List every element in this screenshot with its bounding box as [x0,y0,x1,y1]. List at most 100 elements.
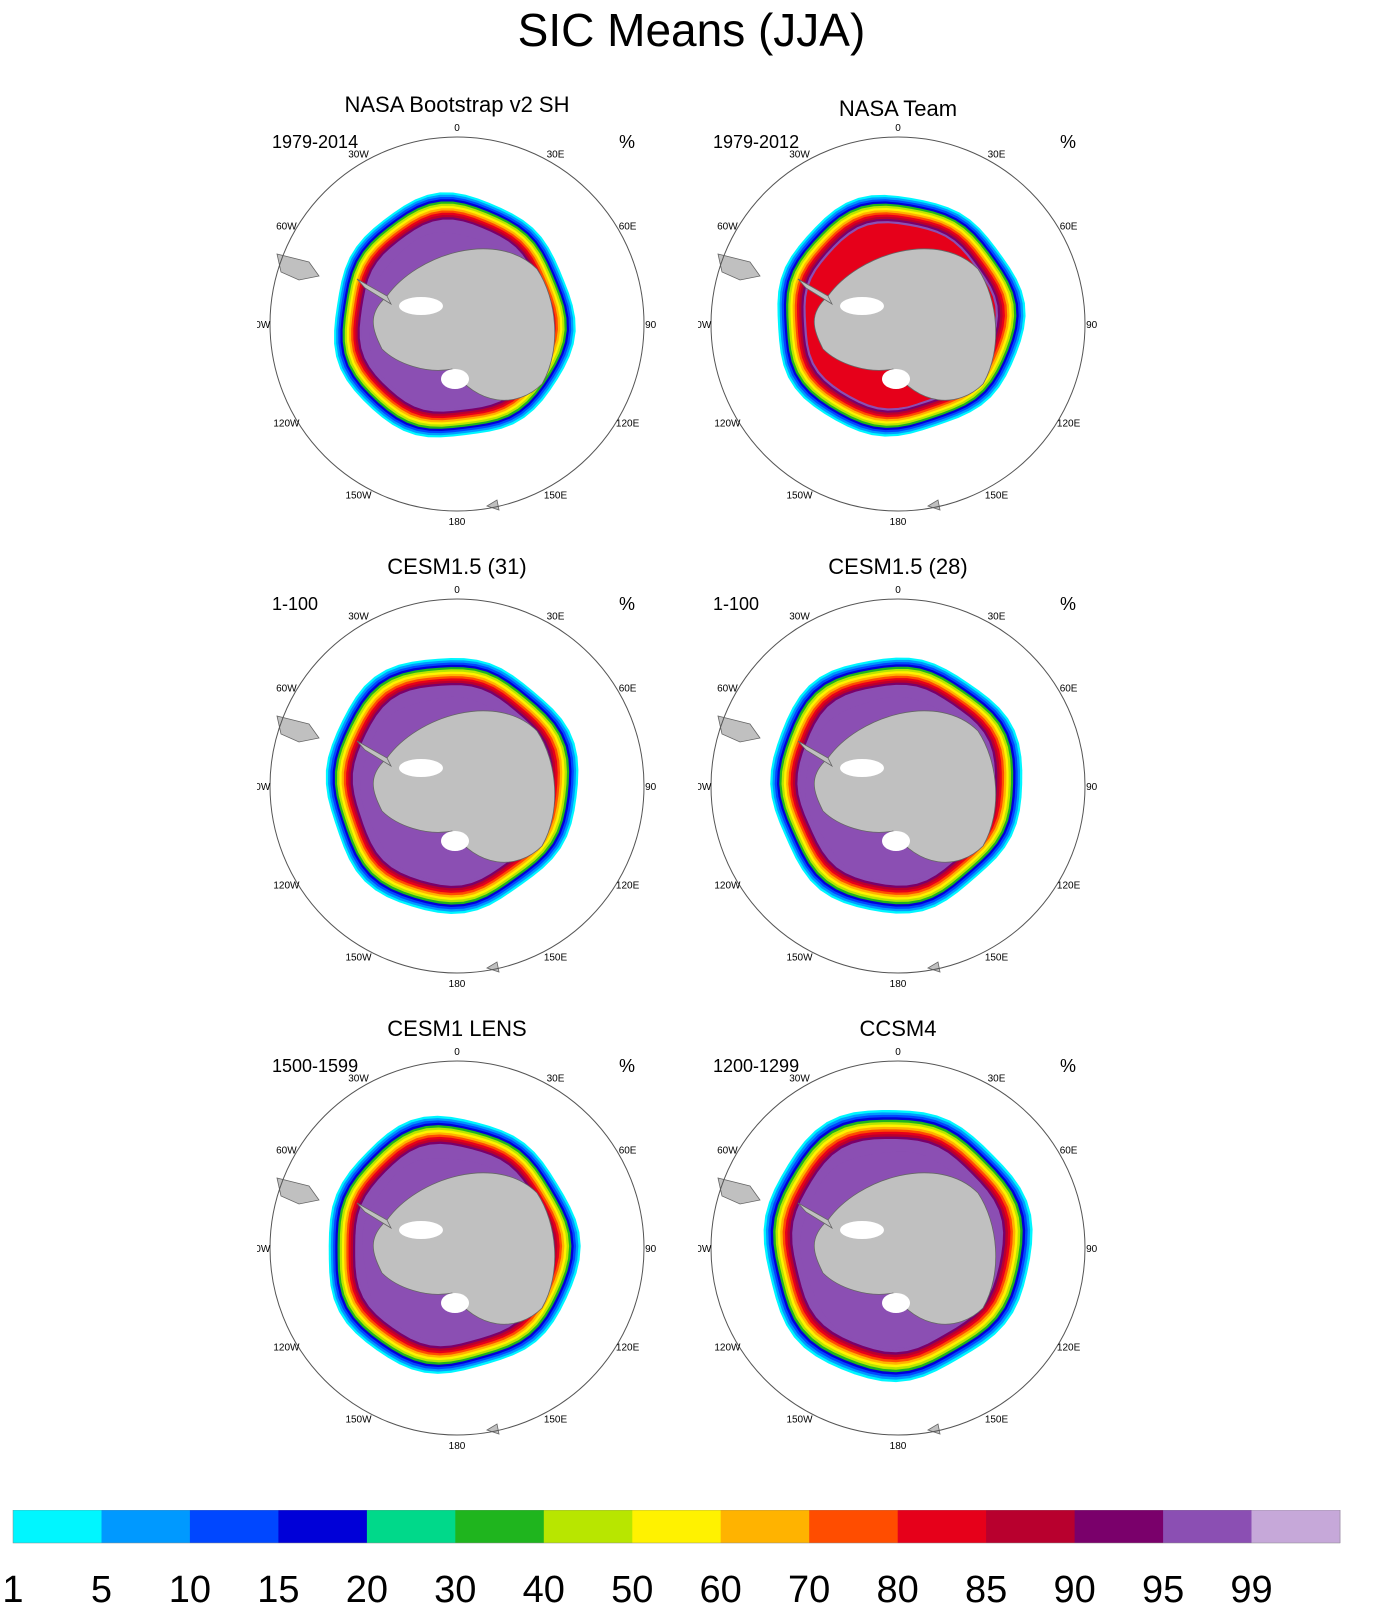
longitude-label: 90E [1086,782,1098,793]
map-boundary [269,598,645,974]
longitude-label: 120W [714,419,741,430]
colorbar-tick-label: 5 [91,1569,112,1609]
longitude-label: 90E [1086,320,1098,331]
longitude-label: 60W [717,1146,738,1157]
longitude-label: 150W [786,1415,813,1426]
map-boundary [710,136,1086,512]
colorbar-tick-label: 10 [169,1569,211,1609]
period-label: 1200-1299 [713,1056,800,1076]
longitude-label: 60W [276,222,297,233]
longitude-label: 150E [985,1415,1009,1426]
longitude-label: 120E [1057,419,1081,430]
polar-map: 0 30E 60E 90E 120E 150E 180 150W 120W 90W 60W 30W [257,1047,657,1452]
unit-label: % [619,1056,636,1076]
period-label: 1500-1599 [272,1056,359,1076]
longitude-label: 120W [273,1343,300,1354]
longitude-label: 180 [890,1441,907,1452]
colorbar-segment [986,1510,1076,1543]
longitude-label: 30W [789,611,810,622]
longitude-label: 180 [449,979,466,990]
longitude-label: 90E [645,782,657,793]
longitude-label: 0 [895,585,901,596]
antarctic-peninsula [356,740,392,768]
panel-title: CESM1 LENS [387,1016,527,1041]
longitude-label: 150E [985,491,1009,502]
colorbar-tick-label: 15 [257,1569,299,1609]
longitude-label: 150W [786,953,813,964]
longitude-label: 60W [717,684,738,695]
longitude-label: 60E [619,222,637,233]
colorbar-segment [366,1510,456,1543]
longitude-label: 30W [789,149,810,160]
longitude-label: 150W [786,491,813,502]
longitude-label: 90W [257,782,271,793]
colorbar-tick-label: 70 [788,1569,830,1609]
longitude-label: 0 [895,123,901,134]
longitude-label: 60E [1060,684,1078,695]
antarctic-peninsula [797,278,833,306]
colorbar: 1 5 10 15 20 30 40 50 60 70 80 85 90 95 99 [2,1510,1341,1609]
polar-map: 0 30E 60E 90E 120E 150E 180 150W 120W 90W 60W 30W [698,585,1098,990]
colorbar-tick-label: 60 [700,1569,742,1609]
antarctic-peninsula [356,278,392,306]
map-boundary [710,1060,1086,1436]
weddell-ice-shelf [399,297,443,315]
longitude-label: 90W [698,1244,712,1255]
ross-ice-shelf [882,831,910,851]
colorbar-frame [12,1510,1341,1544]
panel-title: NASA Team [838,96,958,121]
ross-ice-shelf [441,369,469,389]
polar-map: 0 30E 60E 90E 120E 150E 180 150W 120W 90W 60W 30W [257,585,657,990]
longitude-label: 90E [645,1244,657,1255]
antarctic-peninsula [797,1202,833,1230]
polar-map: 0 30E 60E 90E 120E 150E 180 150W 120W 90W 60W 30W [698,123,1098,528]
longitude-label: 90W [257,320,271,331]
polar-map: 0 30E 60E 90E 120E 150E 180 150W 120W 90W 60W 30W [257,123,657,528]
colorbar-segment [101,1510,191,1543]
longitude-label: 0 [895,1047,901,1058]
longitude-label: 120E [616,881,640,892]
south-america-landmass [276,1177,320,1205]
longitude-label: 60E [1060,222,1078,233]
longitude-label: 60E [1060,1146,1078,1157]
polar-map: 0 30E 60E 90E 120E 150E 180 150W 120W 90W 60W 30W [698,1047,1098,1452]
colorbar-tick-label: 99 [1230,1569,1272,1609]
longitude-label: 30W [348,611,369,622]
longitude-label: 60E [619,1146,637,1157]
colorbar-segment [278,1510,368,1543]
longitude-label: 120W [714,1343,741,1354]
longitude-label: 150W [345,1415,372,1426]
antarctica-landmass [813,248,997,401]
colorbar-tick-label: 1 [2,1569,23,1609]
map-boundary [710,598,1086,974]
longitude-label: 120E [1057,881,1081,892]
period-label: 1-100 [272,594,319,614]
longitude-label: 60W [276,1146,297,1157]
longitude-label: 0 [454,1047,460,1058]
colorbar-tick-label: 90 [1053,1569,1095,1609]
colorbar-tick-label: 85 [965,1569,1007,1609]
antarctica-landmass [813,1172,997,1325]
colorbar-segment [809,1510,899,1543]
colorbar-segment [632,1510,722,1543]
longitude-label: 30E [988,611,1006,622]
longitude-label: 30E [988,1073,1006,1084]
longitude-label: 180 [449,1441,466,1452]
longitude-label: 60E [619,684,637,695]
colorbar-segment [720,1510,810,1543]
panel-cesm15-31: CESM1.5 (31) 1-100 % 0 30E 60E 90E 120E 150E 1… [257,554,717,1024]
longitude-label: 150W [345,491,372,502]
colorbar-segment [543,1510,633,1543]
longitude-label: 30E [988,149,1006,160]
weddell-ice-shelf [840,759,884,777]
longitude-label: 120W [714,881,741,892]
colorbar-tick-label: 40 [523,1569,565,1609]
longitude-label: 90W [257,1244,271,1255]
longitude-label: 90E [645,320,657,331]
weddell-ice-shelf [399,1221,443,1239]
colorbar-segment [455,1510,545,1543]
longitude-label: 180 [890,979,907,990]
period-label: 1979-2014 [272,132,359,152]
ross-ice-shelf [882,369,910,389]
longitude-label: 150E [985,953,1009,964]
